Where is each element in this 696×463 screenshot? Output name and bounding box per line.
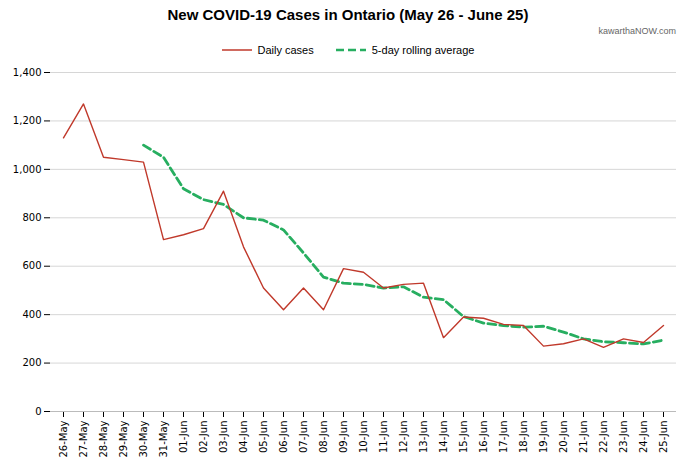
svg-text:29-May: 29-May [118,420,129,457]
svg-text:23-Jun: 23-Jun [618,421,629,454]
svg-text:26-May: 26-May [58,420,69,457]
svg-text:1,200: 1,200 [13,115,42,126]
svg-text:03-Jun: 03-Jun [218,421,229,454]
svg-text:02-Jun: 02-Jun [198,421,209,454]
svg-text:10-Jun: 10-Jun [358,421,369,454]
html-text:kawarthaNOW.com: kawarthaNOW.com [598,26,676,36]
svg-text:14-Jun: 14-Jun [438,421,449,454]
svg-text:27-May: 27-May [78,420,89,457]
svg-text:19-Jun: 19-Jun [538,421,549,454]
svg-text:22-Jun: 22-Jun [598,421,609,454]
svg-text:200: 200 [22,357,41,368]
svg-text:09-Jun: 09-Jun [338,421,349,454]
svg-text:24-Jun: 24-Jun [638,421,649,454]
svg-text:600: 600 [22,260,41,271]
svg-text:07-Jun: 07-Jun [298,421,309,454]
svg-text:1,000: 1,000 [13,164,42,175]
html-text:5-day rolling average: 5-day rolling average [371,44,475,56]
svg-text:11-Jun: 11-Jun [378,421,389,454]
svg-text:21-Jun: 21-Jun [578,421,589,454]
svg-text:06-Jun: 06-Jun [278,421,289,454]
svg-text:04-Jun: 04-Jun [238,421,249,454]
svg-text:28-May: 28-May [98,420,109,457]
svg-text:01-Jun: 01-Jun [178,421,189,454]
svg-text:400: 400 [22,309,41,320]
html-text:Daily cases: Daily cases [257,44,314,56]
svg-text:16-Jun: 16-Jun [478,421,489,454]
svg-text:1,400: 1,400 [13,67,42,78]
svg-text:30-May: 30-May [138,420,149,457]
svg-text:17-Jun: 17-Jun [498,421,509,454]
svg-text:31-May: 31-May [158,420,169,457]
svg-text:18-Jun: 18-Jun [518,421,529,454]
svg-text:20-Jun: 20-Jun [558,421,569,454]
svg-text:800: 800 [22,212,41,223]
svg-text:0: 0 [35,406,41,417]
html-text:New COVID-19 Cases in Ontario: New COVID-19 Cases in Ontario (May 26 - … [167,6,529,23]
svg-text:15-Jun: 15-Jun [458,421,469,454]
svg-text:05-Jun: 05-Jun [258,421,269,454]
svg-text:08-Jun: 08-Jun [318,421,329,454]
svg-text:13-Jun: 13-Jun [418,421,429,454]
svg-text:12-Jun: 12-Jun [398,421,409,454]
svg-text:25-Jun: 25-Jun [658,421,669,454]
